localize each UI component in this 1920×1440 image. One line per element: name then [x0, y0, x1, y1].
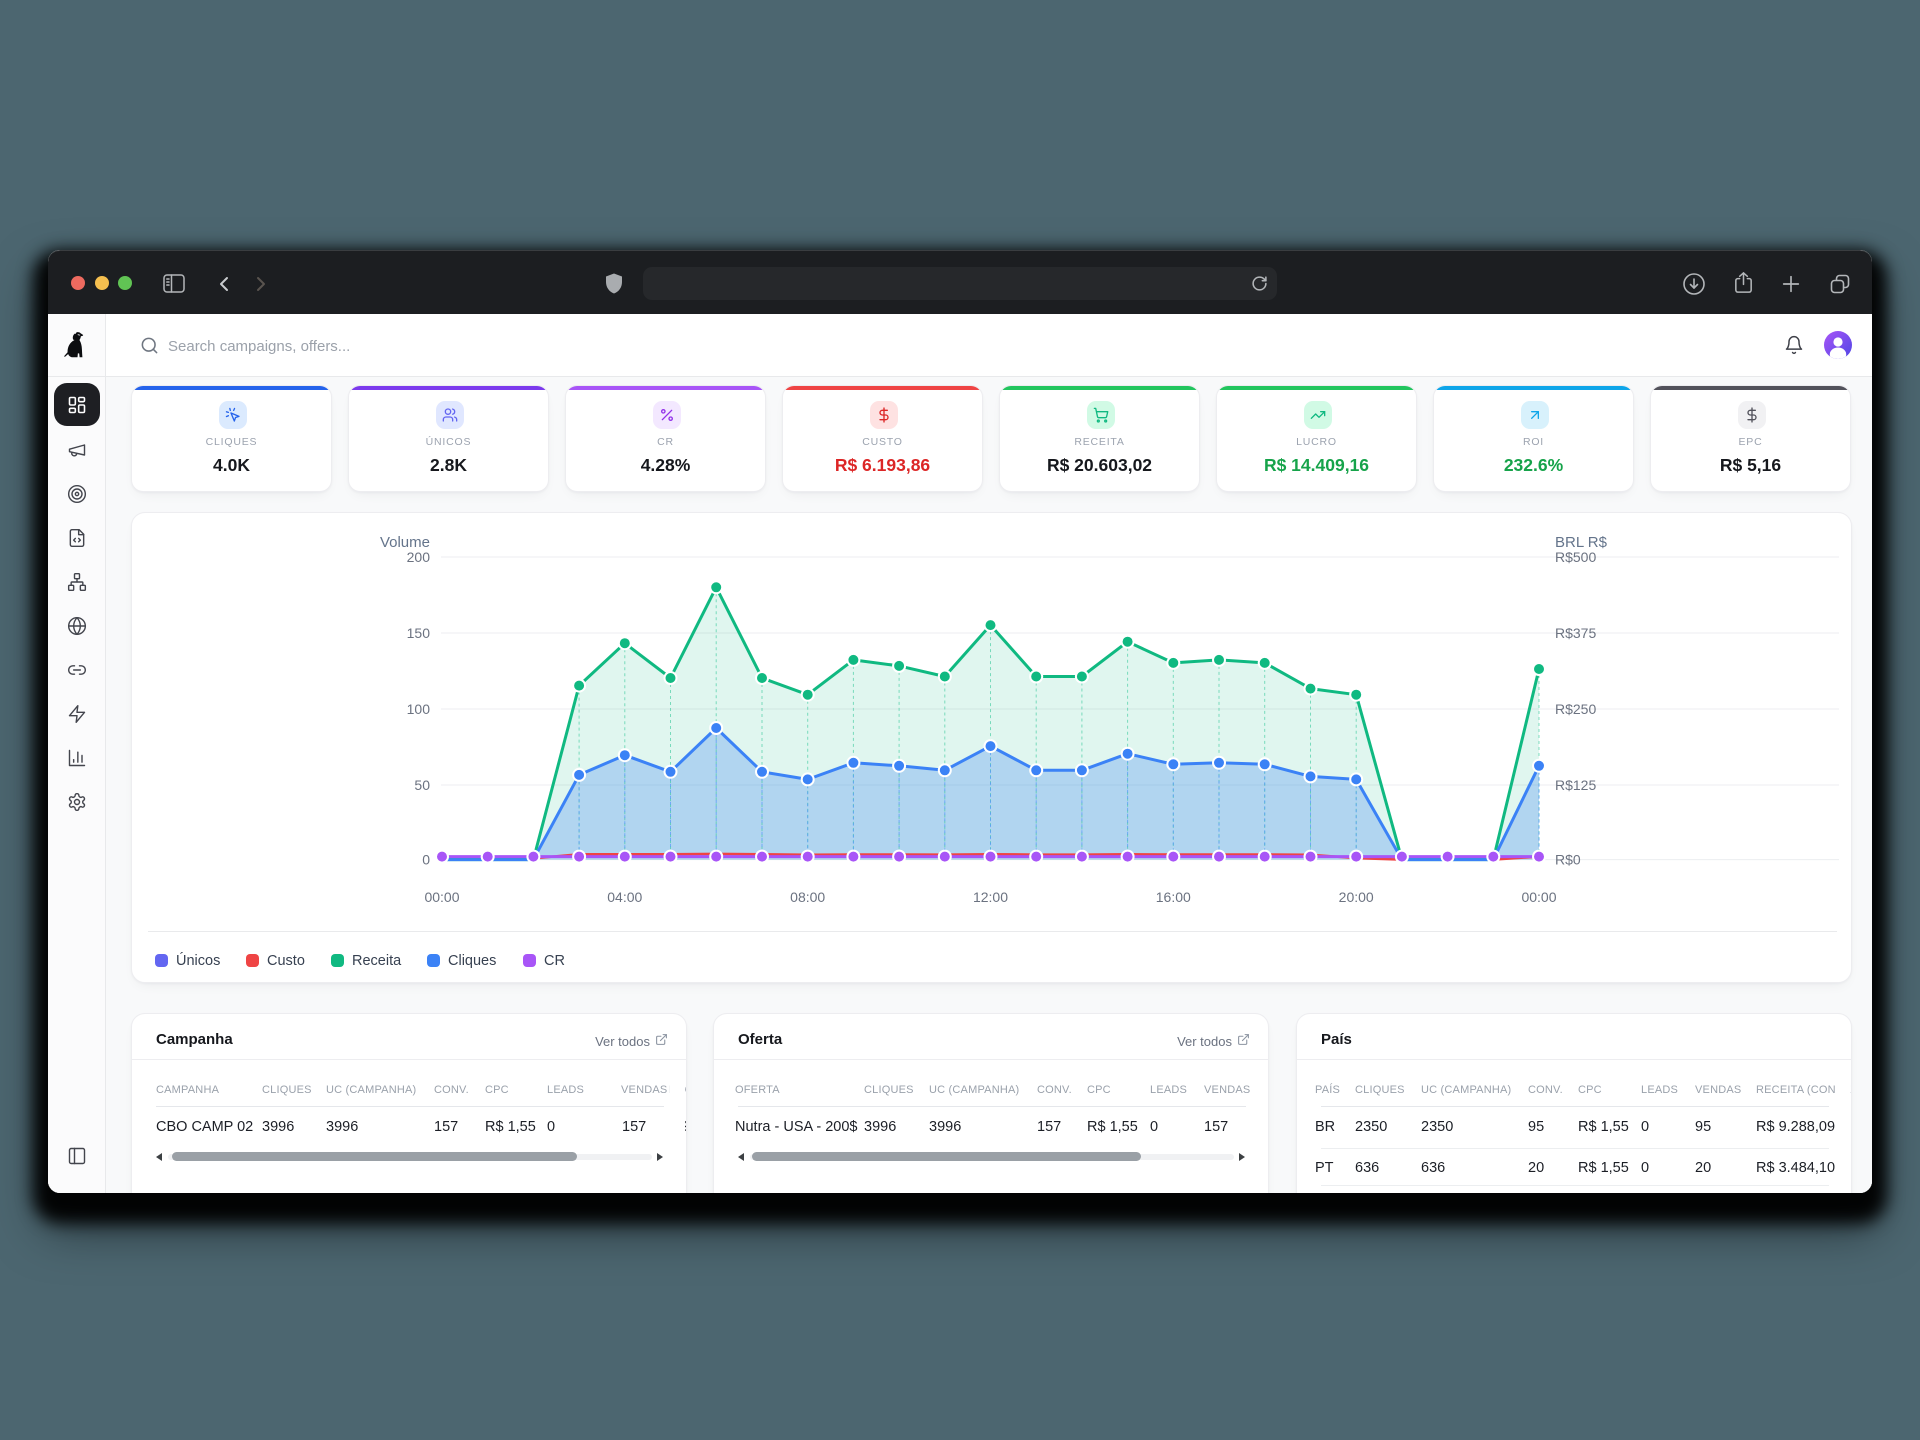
svg-text:200: 200 [407, 549, 431, 565]
svg-text:50: 50 [414, 777, 430, 793]
svg-text:R$500: R$500 [1555, 549, 1596, 565]
svg-text:00:00: 00:00 [1521, 889, 1556, 905]
svg-text:16:00: 16:00 [1156, 889, 1191, 905]
svg-text:20:00: 20:00 [1339, 889, 1374, 905]
svg-text:100: 100 [407, 701, 431, 717]
svg-text:R$125: R$125 [1555, 777, 1596, 793]
svg-text:00:00: 00:00 [424, 889, 459, 905]
svg-text:04:00: 04:00 [607, 889, 642, 905]
svg-text:08:00: 08:00 [790, 889, 825, 905]
svg-text:150: 150 [407, 625, 431, 641]
svg-text:0: 0 [422, 852, 430, 868]
svg-text:BRL R$: BRL R$ [1555, 534, 1608, 551]
svg-text:Volume: Volume [380, 534, 430, 551]
svg-text:R$0: R$0 [1555, 852, 1581, 868]
svg-text:R$375: R$375 [1555, 625, 1596, 641]
svg-text:R$250: R$250 [1555, 701, 1596, 717]
svg-text:12:00: 12:00 [973, 889, 1008, 905]
